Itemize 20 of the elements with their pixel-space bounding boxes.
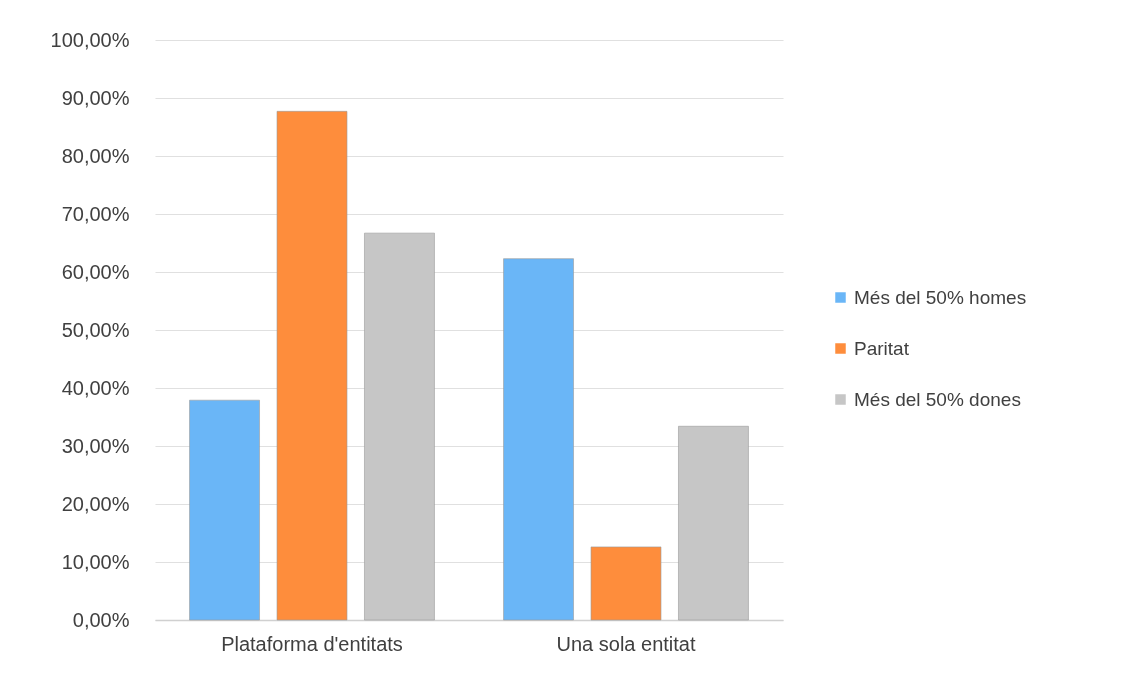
x-tick-label: Plataforma d'entitats: [221, 632, 403, 655]
y-tick-label: 80,00%: [61, 144, 130, 167]
y-tick-label: 100,00%: [50, 28, 130, 51]
y-tick-label: 70,00%: [61, 202, 130, 225]
x-tick-label: Una sola entitat: [556, 632, 696, 655]
bar: [276, 111, 348, 621]
bar: [590, 546, 662, 621]
legend-label: Paritat: [854, 337, 910, 359]
y-tick-label: 0,00%: [72, 608, 130, 631]
y-tick-label: 30,00%: [61, 434, 130, 457]
y-tick-label: 20,00%: [61, 492, 130, 515]
y-tick-label: 60,00%: [61, 260, 130, 283]
bar: [189, 399, 260, 621]
legend-label: Més del 50% dones: [854, 388, 1021, 410]
bar: [503, 258, 574, 621]
y-tick-label: 40,00%: [61, 376, 130, 399]
legend-label: Més del 50% homes: [854, 286, 1027, 308]
y-tick-label: 10,00%: [61, 550, 130, 573]
y-tick-label: 90,00%: [61, 86, 130, 109]
y-tick-label: 50,00%: [61, 318, 130, 341]
